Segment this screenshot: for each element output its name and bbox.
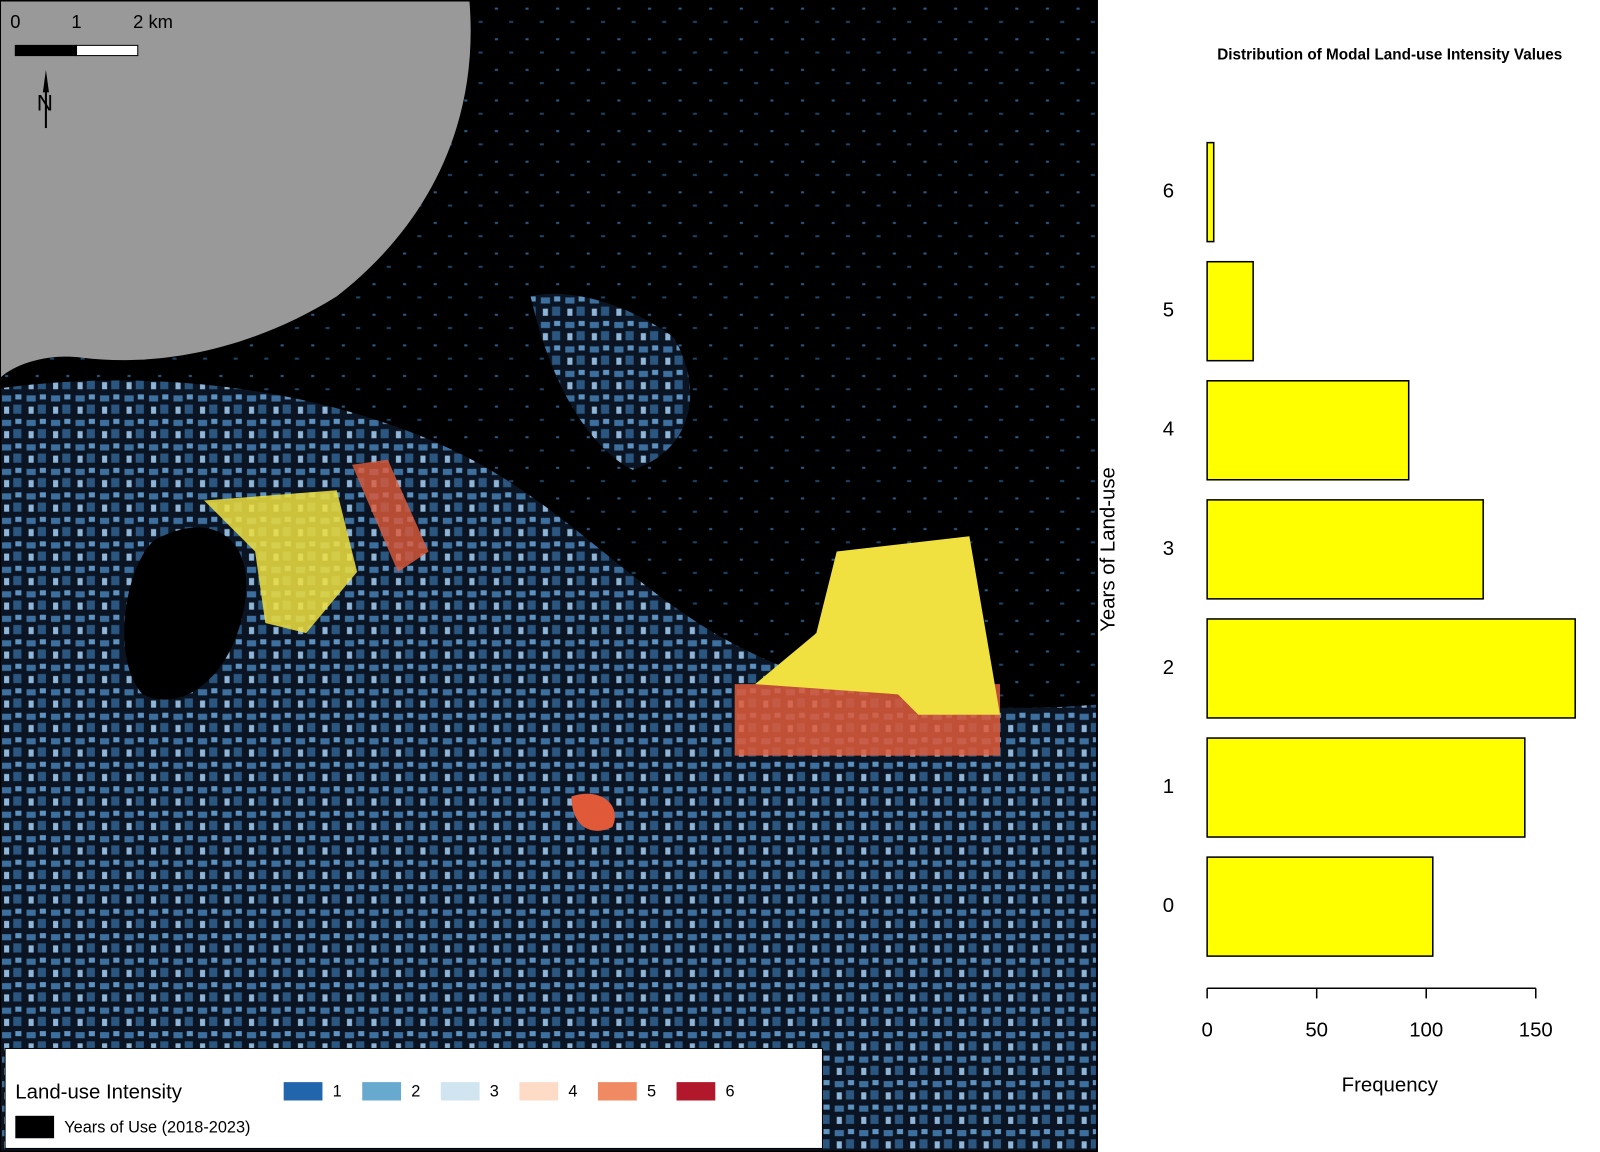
- water: [0, 0, 471, 379]
- legend-label: 1: [333, 1083, 342, 1101]
- scale-label: 2 km: [133, 11, 173, 32]
- bar: [1206, 737, 1526, 838]
- bar: [1206, 618, 1576, 719]
- legend-label: 5: [647, 1083, 656, 1101]
- legend-label: 6: [726, 1083, 735, 1101]
- y-tick-label: 0: [1163, 895, 1174, 917]
- x-tick-label: 50: [1305, 1019, 1328, 1041]
- legend-title: Land-use Intensity: [15, 1082, 182, 1104]
- legend-swatch: [519, 1082, 559, 1101]
- scale-bar: [14, 44, 78, 57]
- bar: [1206, 141, 1215, 243]
- scale-label: 0: [10, 11, 20, 32]
- farmland: [530, 293, 691, 470]
- bar-chart: Distribution of Modal Land-use Intensity…: [1098, 47, 1576, 1097]
- legend-label: 4: [568, 1083, 577, 1101]
- x-axis-label: Frequency: [1342, 1075, 1439, 1097]
- high-intensity: [571, 793, 615, 831]
- modal-overlay: [755, 536, 1000, 715]
- bar: [1206, 499, 1484, 600]
- legend-swatch: [597, 1082, 637, 1101]
- x-tick-label: 0: [1201, 1019, 1212, 1041]
- modal-overlay: [204, 490, 358, 634]
- y-axis-label: Years of Land-use: [1098, 467, 1120, 632]
- legend-swatch: [440, 1082, 480, 1101]
- map: 0 1 2 km N Land-use Intensity 1 2 3 4 5 6 Year…: [0, 0, 1098, 1152]
- legend-label: 3: [490, 1083, 499, 1101]
- y-tick-label: 2: [1163, 657, 1174, 679]
- bar: [1206, 380, 1410, 481]
- high-intensity: [352, 459, 429, 572]
- north-label: N: [37, 90, 53, 115]
- bar: [1206, 260, 1254, 362]
- chart-title: Distribution of Modal Land-use Intensity…: [1217, 47, 1562, 64]
- y-tick-label: 4: [1163, 419, 1174, 441]
- north-arrow: [42, 69, 49, 93]
- y-tick-label: 1: [1163, 776, 1174, 798]
- y-tick-label: 6: [1163, 181, 1174, 203]
- scale-label: 1: [71, 11, 81, 32]
- legend-label: Years of Use (2018-2023): [64, 1118, 250, 1136]
- x-tick-label: 150: [1519, 1019, 1553, 1041]
- y-tick-label: 3: [1163, 538, 1174, 560]
- legend-swatch: [15, 1115, 55, 1139]
- legend-swatch: [283, 1082, 323, 1101]
- legend-swatch: [676, 1082, 716, 1101]
- map-legend: Land-use Intensity 1 2 3 4 5 6 Years of Use (2…: [4, 1047, 823, 1149]
- scale-bar: [76, 44, 139, 57]
- x-tick-label: 100: [1409, 1019, 1443, 1041]
- bar: [1206, 856, 1434, 957]
- legend-label: 2: [411, 1083, 420, 1101]
- y-tick-label: 5: [1163, 300, 1174, 322]
- legend-swatch: [362, 1082, 402, 1101]
- lake: [124, 527, 247, 700]
